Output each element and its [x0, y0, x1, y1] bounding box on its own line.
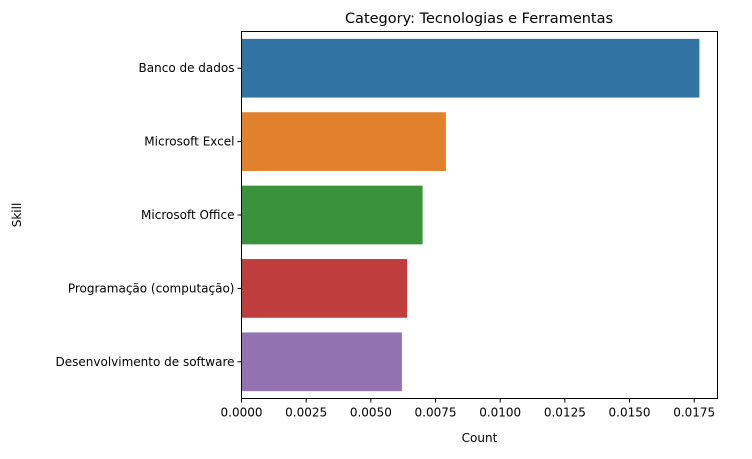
y-axis-ticks: Banco de dados Microsoft Excel Microsoft O… [56, 61, 242, 369]
plot-frame [241, 31, 718, 399]
y-tick-label: Banco de dados [139, 61, 235, 75]
chart-title: Category: Tecnologias e Ferramentas [345, 11, 613, 27]
bar-3 [241, 259, 408, 318]
y-tick-label: Microsoft Excel [144, 135, 234, 149]
y-axis-label: Skill [10, 203, 24, 228]
bar-2 [241, 185, 423, 245]
bar-0 [241, 38, 700, 98]
bars-group [241, 38, 700, 392]
bar-4 [241, 332, 402, 392]
x-tick-label: 0.0025 [285, 406, 327, 420]
x-tick-label: 0.0125 [544, 406, 586, 420]
x-tick-label: 0.0100 [479, 406, 521, 420]
y-tick-label: Programação (computação) [68, 281, 235, 295]
y-tick-label: Microsoft Office [141, 208, 234, 222]
x-tick-label: 0.0050 [350, 406, 392, 420]
x-tick-label: 0.0075 [415, 406, 457, 420]
bar-1 [241, 112, 446, 171]
x-tick-label: 0.0150 [609, 406, 651, 420]
y-tick-label: Desenvolvimento de software [56, 355, 235, 369]
x-tick-label: 0.0175 [673, 406, 715, 420]
x-axis-label: Count [462, 431, 498, 445]
x-tick-label: 0.0000 [221, 406, 263, 420]
x-axis-ticks: 0.0000 0.0025 0.0050 0.0075 0.0100 0.0125 0.01… [221, 398, 715, 420]
